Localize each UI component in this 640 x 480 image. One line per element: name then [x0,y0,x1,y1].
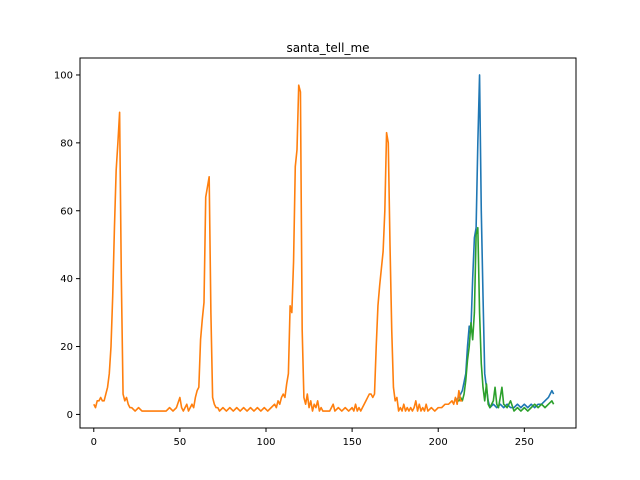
series-line-3 [93,84,463,412]
y-tick-label: 80 [60,138,73,149]
x-tick-label: 100 [256,437,275,448]
y-tick-label: 20 [60,342,73,353]
y-axis: 0 20 40 60 80 100 [54,70,80,421]
y-tick-label: 100 [54,70,73,81]
x-tick-label: 0 [91,437,97,448]
x-tick-label: 250 [515,437,534,448]
chart-title: santa_tell_me [286,41,369,55]
x-tick-label: 150 [343,437,362,448]
y-tick-label: 0 [67,410,73,421]
y-tick-label: 60 [60,206,73,217]
y-tick-label: 40 [60,274,73,285]
series-line-2 [455,226,555,412]
series-layer [93,74,555,412]
x-tick-label: 50 [174,437,187,448]
x-tick-label: 200 [429,437,448,448]
plot-frame [79,57,577,429]
x-axis: 0 50 100 150 200 250 [91,428,534,448]
